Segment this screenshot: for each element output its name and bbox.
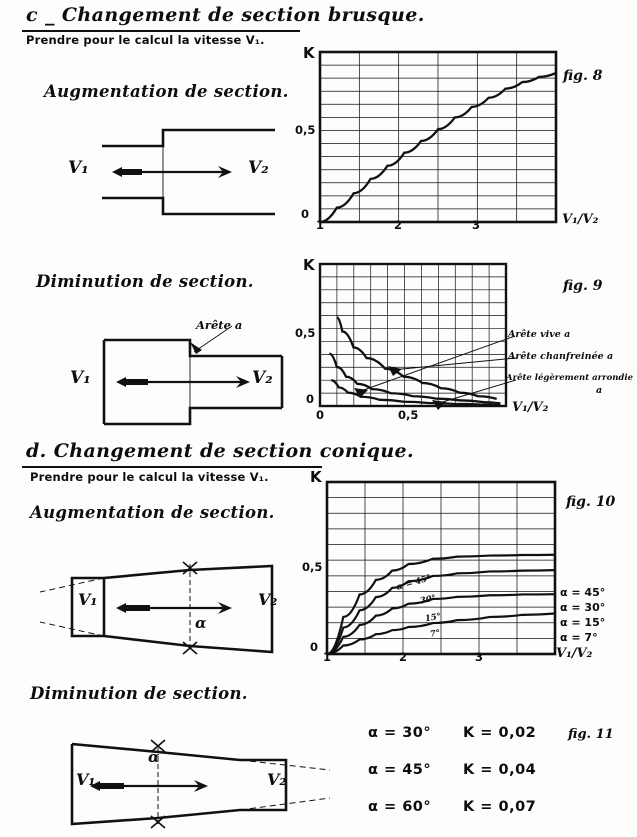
section-d-sub2: Diminution de section. [30,684,248,703]
nozzle-angle-label: α [148,748,160,766]
fig9-caption: fig. 9 [563,278,603,294]
fig11-caption: fig. 11 [568,727,614,742]
fig8-chart [318,50,558,224]
fig10-curve-label-7: 7° [429,628,441,640]
fig9-annotation-3-cont: a [596,385,603,396]
conical-contraction-diagram [70,739,331,829]
fig11-row-1-k: K = 0,04 [463,762,537,778]
nozzle-inlet-label: V₁ [76,770,96,789]
fig10-legend-30: α = 30° [560,601,606,614]
fig8-caption: fig. 8 [563,68,603,84]
diffuser-inlet-label: V₁ [78,590,98,609]
fig8-xtick-3: 3 [472,218,481,232]
section-c-underline [22,30,300,32]
section-d-note: Prendre pour le calcul la vitesse V₁. [30,470,269,484]
fig11-row-0-k: K = 0,02 [463,725,537,741]
fig9-annotation-1: Arête vive a [508,329,571,340]
fig9-xtick-0: 0 [316,408,325,422]
fig10-legend-7: α = 7° [560,631,598,644]
fig10-x-axis-label: V₁/V₂ [556,646,593,661]
nozzle-outlet-label: V₂ [267,770,287,789]
section-d-sub1: Augmentation de section. [30,503,275,522]
fig9-annotation-3: Arête légèrement arrondie [506,373,634,383]
fig8-y-axis-label: K [303,44,315,62]
fig11-row-2-k: K = 0,07 [463,799,537,815]
fig8-xtick-1: 1 [316,218,325,232]
fig10-xtick-3: 3 [475,650,484,664]
fig8-ytick-05: 0,5 [295,123,316,137]
expansion-outlet-label: V₂ [248,158,269,178]
fig9-chart [318,262,508,408]
conical-expansion-diagram [39,561,274,655]
diffuser-angle-label: α [195,614,207,632]
contraction-edge-label: Arête a [196,318,243,332]
fig8-x-axis-label: V₁/V₂ [562,212,599,227]
fig9-y-axis-label: K [303,256,315,274]
section-c-heading: c _ Changement de section brusque. [26,4,425,26]
section-d-heading: d. Changement de section conique. [26,440,415,462]
fig10-ytick-0: 0 [310,640,319,654]
fig10-caption: fig. 10 [566,494,616,510]
fig9-xtick-05: 0,5 [398,408,419,422]
fig11-row-2-alpha: α = 60° [368,799,432,815]
fig8-ytick-0: 0 [301,207,310,221]
diffuser-outlet-label: V₂ [258,590,278,609]
fig10-legend-45: α = 45° [560,586,606,599]
section-d-underline [22,466,322,468]
fig11-row-0-alpha: α = 30° [368,725,432,741]
section-c-sub2: Diminution de section. [36,272,254,291]
fig9-x-axis-label: V₁/V₂ [512,400,549,415]
sudden-contraction-diagram [102,325,284,426]
section-c-sub1: Augmentation de section. [44,82,289,101]
fig10-chart [325,480,557,656]
fig9-ytick-05: 0,5 [295,326,316,340]
fig9-annotation-2: Arête chanfreinée a [508,351,614,362]
contraction-outlet-label: V₂ [252,368,273,388]
fig10-y-axis-label: K [310,468,322,486]
fig10-ytick-05: 0,5 [302,560,323,574]
fig10-xtick-2: 2 [399,650,408,664]
fig10-xtick-1: 1 [323,650,332,664]
fig8-xtick-2: 2 [394,218,403,232]
expansion-inlet-label: V₁ [68,158,89,178]
fig9-ytick-0: 0 [306,392,315,406]
contraction-inlet-label: V₁ [70,368,91,388]
section-c-note: Prendre pour le calcul la vitesse V₁. [26,33,265,47]
fig10-legend-15: α = 15° [560,616,606,629]
sudden-expansion-diagram [102,128,275,216]
fig11-row-1-alpha: α = 45° [368,762,432,778]
fig9-annotation-leaders [354,335,517,410]
